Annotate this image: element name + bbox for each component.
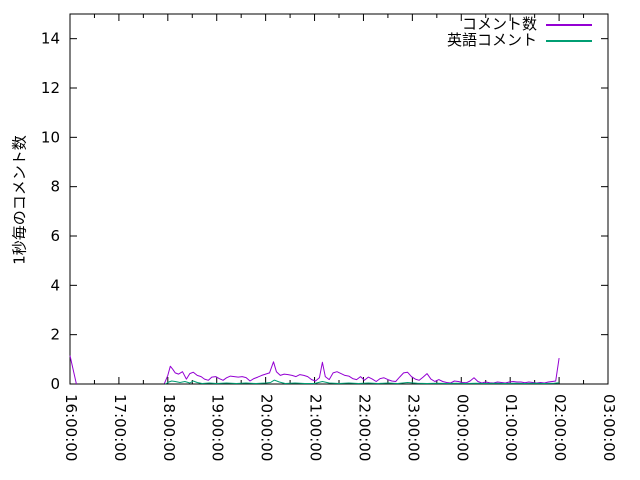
x-tick-label: 03:00:00 [600, 394, 618, 461]
legend-line-sample-comment-count [546, 23, 592, 26]
x-tick-label: 23:00:00 [404, 394, 422, 461]
x-tick-label: 17:00:00 [111, 394, 129, 461]
legend-item-english-comment: 英語コメント [447, 33, 592, 48]
x-tick-label: 18:00:00 [160, 394, 178, 461]
legend-label-comment-count: コメント数 [461, 15, 537, 33]
y-tick-label: 0 [50, 375, 60, 393]
x-tick-label: 20:00:00 [258, 394, 276, 461]
x-tick-label: 02:00:00 [551, 394, 569, 461]
y-tick-label: 12 [41, 79, 60, 97]
plot-border [69, 13, 609, 385]
x-tick-label: 01:00:00 [502, 394, 520, 461]
y-tick-label: 8 [50, 178, 60, 196]
y-tick-label: 6 [50, 227, 60, 245]
x-tick-label: 00:00:00 [453, 394, 471, 461]
y-tick-label: 2 [50, 326, 60, 344]
x-tick-label: 16:00:00 [62, 394, 80, 461]
y-tick-label: 10 [41, 128, 60, 146]
y-tick-label: 4 [50, 276, 60, 294]
legend-label-english-comment: 英語コメント [446, 31, 537, 49]
x-tick-label: 22:00:00 [355, 394, 373, 461]
legend-line-sample-english-comment [546, 39, 592, 42]
series-line-1 [165, 379, 560, 385]
x-tick-label: 21:00:00 [307, 394, 325, 461]
y-tick-label: 14 [41, 30, 60, 48]
x-tick-label: 19:00:00 [209, 394, 227, 461]
legend-item-comment-count: コメント数 [447, 17, 592, 32]
legend: コメント数 英語コメント [447, 17, 592, 48]
